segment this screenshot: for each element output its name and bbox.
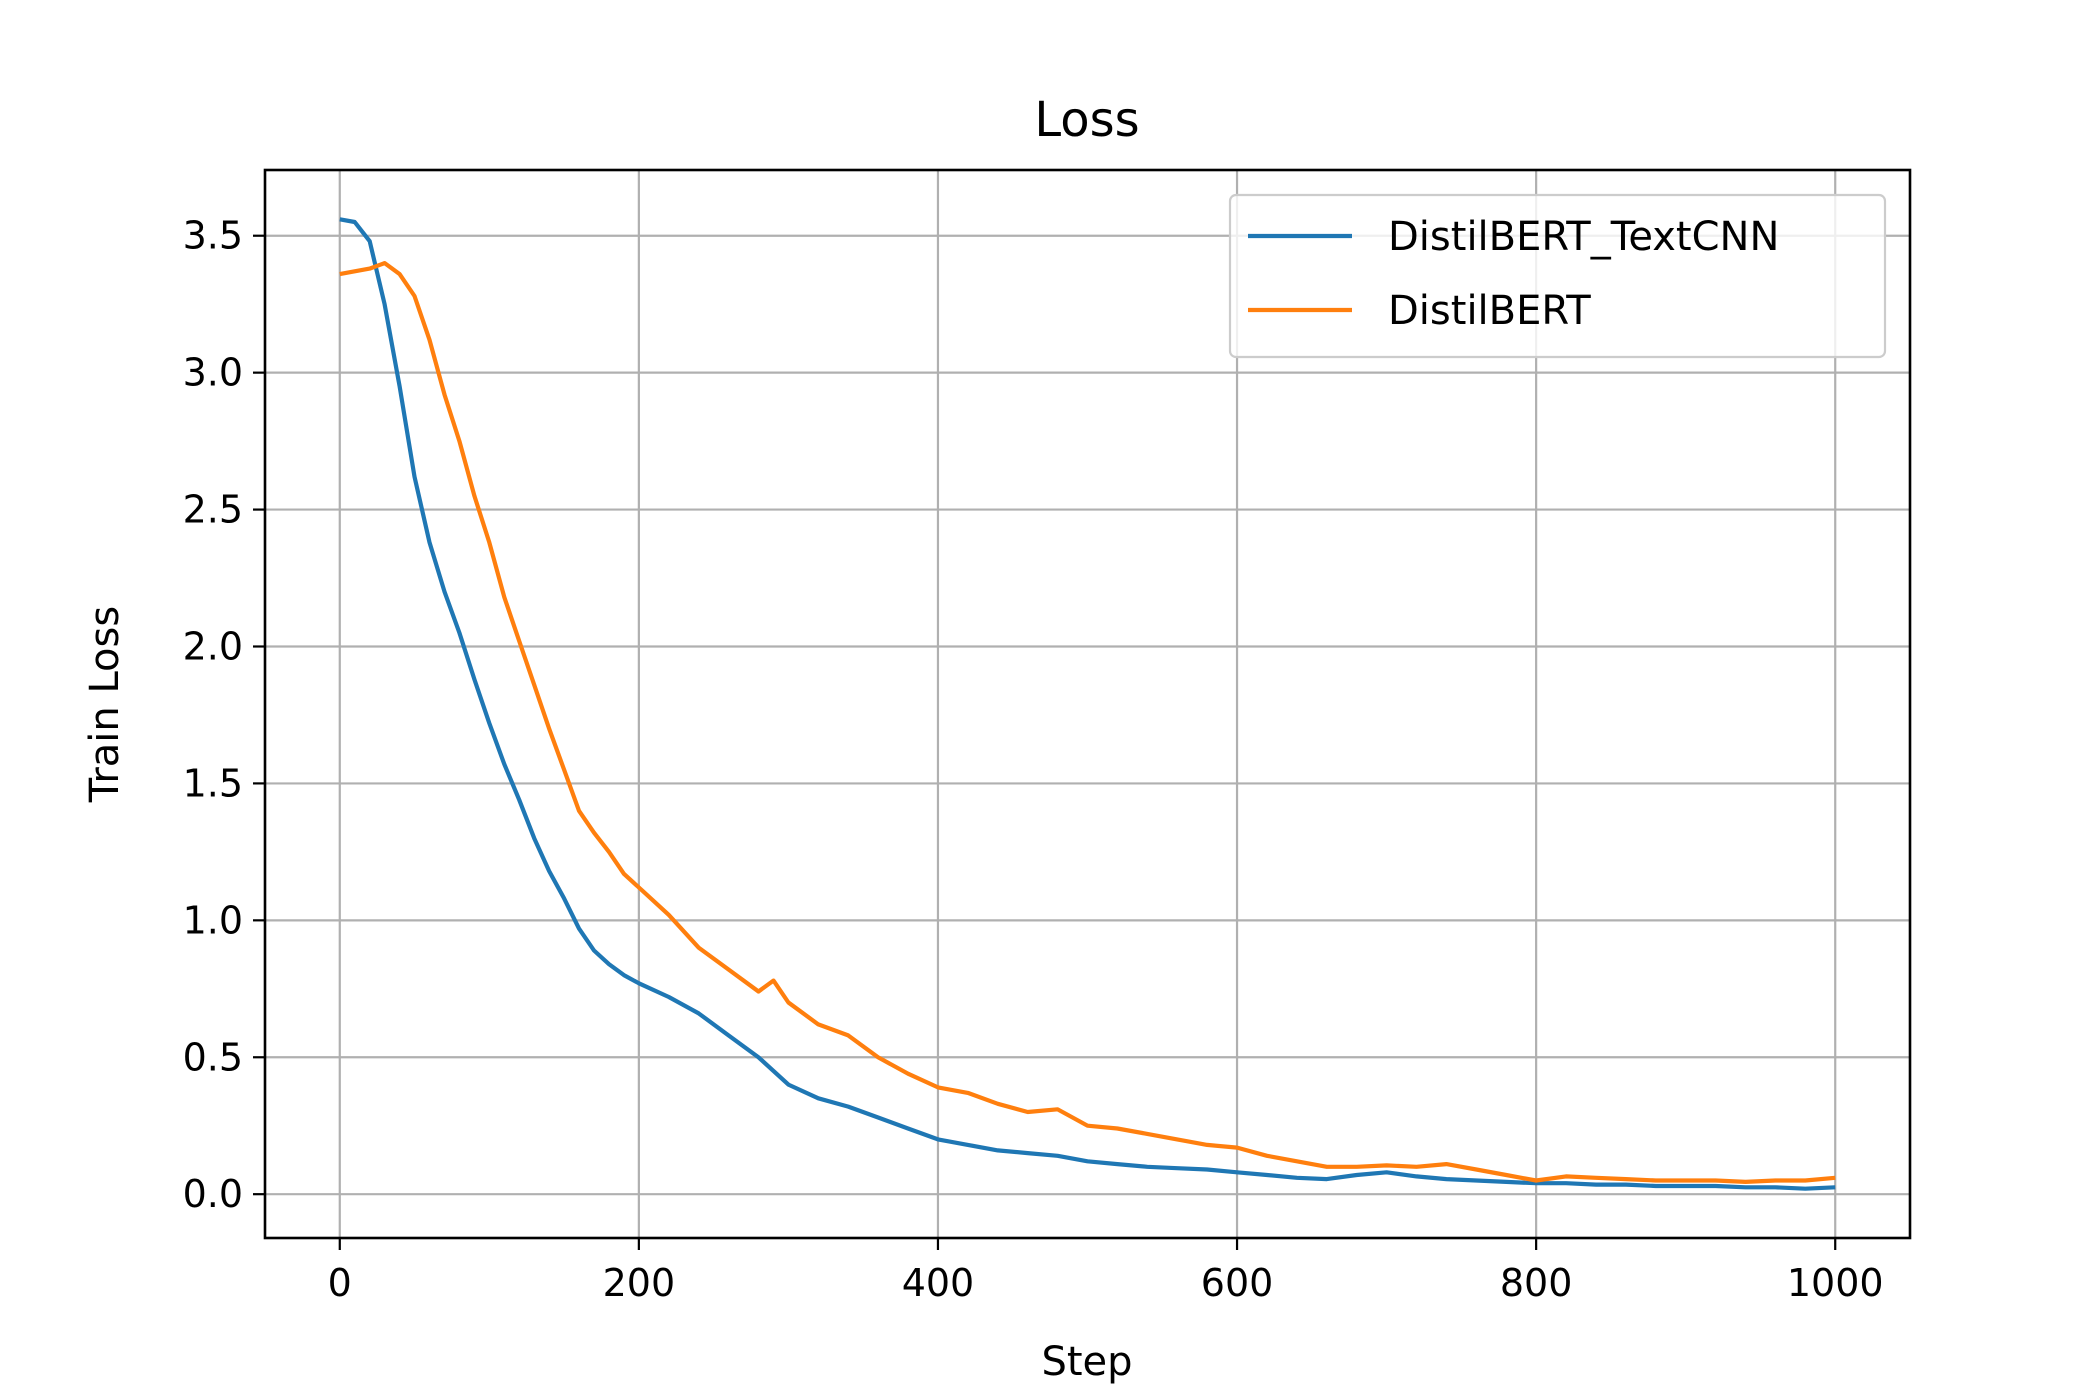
y-tick-label: 0.5	[183, 1035, 243, 1079]
x-tick-label: 600	[1201, 1261, 1274, 1305]
x-tick-label: 800	[1500, 1261, 1573, 1305]
y-tick-label: 3.5	[183, 214, 243, 258]
plot-frame	[263, 168, 1912, 1240]
y-axis: 0.0 0.5 1.0 1.5 2.0 2.5 3.0 3.5	[183, 214, 265, 1216]
y-tick-label: 1.5	[183, 761, 243, 805]
legend-label-distilbert-textcnn: DistilBERT_TextCNN	[1388, 214, 1779, 260]
series-group	[339, 217, 1836, 1191]
legend: DistilBERT_TextCNN DistilBERT	[1228, 193, 1887, 359]
legend-label-distilbert: DistilBERT	[1388, 288, 1591, 334]
y-axis-label: Train Loss	[82, 606, 128, 803]
chart-title: Loss	[1034, 92, 1139, 148]
x-tick-label: 0	[328, 1261, 352, 1305]
series-line-distilbert-textcnn	[339, 217, 1836, 1191]
x-tick-label: 1000	[1787, 1261, 1884, 1305]
y-tick-label: 3.0	[183, 351, 243, 395]
legend-box	[1228, 193, 1887, 359]
x-tick-label: 200	[603, 1261, 676, 1305]
y-tick-label: 2.0	[183, 624, 243, 668]
y-tick-label: 2.5	[183, 488, 243, 532]
y-tick-label: 0.0	[183, 1172, 243, 1216]
x-axis: 0 200 400 600 800 1000	[328, 1238, 1884, 1305]
x-axis-label: Step	[1041, 1339, 1132, 1385]
series-line-distilbert	[339, 261, 1836, 1185]
x-tick-label: 400	[902, 1261, 975, 1305]
y-tick-label: 1.0	[183, 898, 243, 942]
